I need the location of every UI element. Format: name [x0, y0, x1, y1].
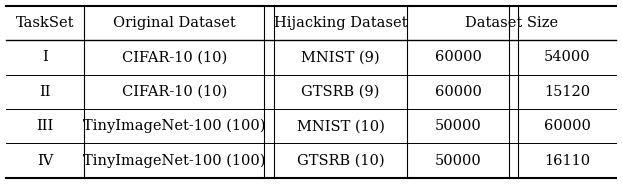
Text: GTSRB (10): GTSRB (10): [297, 154, 384, 168]
Text: 16110: 16110: [544, 154, 590, 168]
Text: MNIST (9): MNIST (9): [301, 50, 380, 64]
Text: II: II: [39, 85, 51, 99]
Text: Original Dataset: Original Dataset: [113, 16, 236, 30]
Text: 50000: 50000: [435, 119, 481, 133]
Text: IV: IV: [37, 154, 53, 168]
Text: TinyImageNet-100 (100): TinyImageNet-100 (100): [83, 119, 266, 133]
Text: MNIST (10): MNIST (10): [297, 119, 384, 133]
Text: Hijacking Dataset: Hijacking Dataset: [274, 16, 407, 30]
Text: TaskSet: TaskSet: [16, 16, 75, 30]
Text: 15120: 15120: [544, 85, 590, 99]
Text: CIFAR-10 (10): CIFAR-10 (10): [121, 85, 227, 99]
Text: 50000: 50000: [435, 154, 481, 168]
Text: III: III: [37, 119, 53, 133]
Text: I: I: [42, 50, 48, 64]
Text: 60000: 60000: [435, 50, 481, 64]
Text: 54000: 54000: [544, 50, 590, 64]
Text: TinyImageNet-100 (100): TinyImageNet-100 (100): [83, 153, 266, 168]
Text: 60000: 60000: [544, 119, 590, 133]
Text: 60000: 60000: [435, 85, 481, 99]
Text: Dataset Size: Dataset Size: [465, 16, 558, 30]
Text: CIFAR-10 (10): CIFAR-10 (10): [121, 50, 227, 64]
Text: GTSRB (9): GTSRB (9): [301, 85, 380, 99]
